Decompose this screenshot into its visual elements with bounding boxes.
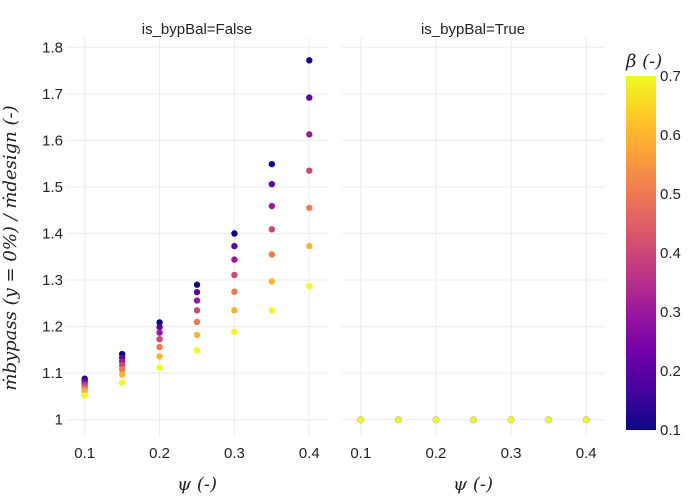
data-point xyxy=(156,343,163,351)
data-point xyxy=(268,202,276,210)
data-point xyxy=(268,307,276,314)
data-point xyxy=(394,416,402,424)
data-point xyxy=(118,371,126,378)
data-point xyxy=(231,242,238,250)
x-tick-label-right: 0.4 xyxy=(576,445,597,462)
data-point xyxy=(193,288,201,296)
data-point xyxy=(306,282,313,290)
x-axis-title-left: ψ (-) xyxy=(177,474,217,495)
x-tick-label-right: 0.3 xyxy=(501,445,522,462)
data-point xyxy=(306,131,313,138)
data-point xyxy=(156,323,163,331)
data-point xyxy=(357,416,365,424)
colorbar-title: β (-) xyxy=(625,51,662,72)
y-axis-ticks: 1 1.1 1.2 1.3 1.4 1.5 1.6 1.7 1.8 xyxy=(42,39,63,428)
data-point xyxy=(268,180,276,188)
data-point xyxy=(469,416,477,424)
data-point xyxy=(193,307,201,314)
colorbar-tick-label: 0.2 xyxy=(660,363,681,380)
data-point xyxy=(231,230,238,237)
facet-title-left: is_bypBal=False xyxy=(142,21,252,38)
y-tick-label: 1.5 xyxy=(42,179,63,196)
data-point xyxy=(306,204,313,212)
data-point xyxy=(545,416,553,424)
y-tick-label: 1.7 xyxy=(42,86,63,103)
data-point xyxy=(306,167,313,174)
points-left-panel xyxy=(81,57,313,399)
data-point xyxy=(118,366,126,373)
data-point xyxy=(156,329,163,336)
y-tick-label: 1.6 xyxy=(42,132,63,149)
data-point xyxy=(268,226,276,233)
colorbar-tick-label: 0.3 xyxy=(660,304,681,321)
data-point xyxy=(231,256,238,263)
data-point xyxy=(193,281,201,288)
x-tick-label-left: 0.1 xyxy=(74,445,95,462)
data-point xyxy=(231,307,238,314)
y-tick-label: 1.1 xyxy=(42,365,63,382)
data-point xyxy=(118,379,126,386)
data-point xyxy=(306,57,313,64)
data-point xyxy=(306,242,313,250)
data-point xyxy=(268,278,276,285)
x-axis-ticks: 0.1 0.2 0.3 0.4 0.1 0.2 0.3 0.4 xyxy=(74,445,596,462)
x-tick-label-right: 0.2 xyxy=(425,445,446,462)
colorbar-ticks: 0.1 0.2 0.3 0.4 0.5 0.6 0.7 xyxy=(660,68,681,439)
data-point xyxy=(156,319,163,326)
data-point xyxy=(268,251,276,258)
colorbar-tick-label: 0.4 xyxy=(660,245,681,262)
y-axis-title: ṁbypass (y = 0%) / ṁdesign (-) xyxy=(0,105,21,390)
colorbar-tick-label: 0.1 xyxy=(660,422,681,439)
colorbar-tick-label: 0.6 xyxy=(660,127,681,144)
data-point xyxy=(193,331,201,339)
data-point xyxy=(81,392,88,399)
x-tick-label-left: 0.3 xyxy=(224,445,245,462)
data-point xyxy=(231,271,238,279)
y-tick-label: 1.4 xyxy=(42,226,63,243)
data-point xyxy=(268,160,276,168)
data-point xyxy=(156,335,163,343)
data-point xyxy=(231,288,238,295)
x-tick-label-left: 0.2 xyxy=(149,445,170,462)
grid-right-panel xyxy=(342,38,605,436)
data-point xyxy=(306,94,313,101)
x-tick-label-right: 0.1 xyxy=(350,445,371,462)
data-point xyxy=(193,318,201,326)
colorbar-tick-label: 0.5 xyxy=(660,186,681,203)
data-point xyxy=(582,416,590,424)
data-point xyxy=(156,364,163,371)
points-right-panel xyxy=(357,416,590,424)
data-point xyxy=(193,347,201,354)
facet-title-right: is_bypBal=True xyxy=(421,21,525,38)
x-tick-label-left: 0.4 xyxy=(299,445,320,462)
colorbar xyxy=(626,76,656,430)
colorbar-tick-label: 0.7 xyxy=(660,68,681,85)
data-point xyxy=(507,416,515,424)
y-tick-label: 1.2 xyxy=(42,319,63,336)
data-point xyxy=(432,416,440,424)
grid-left-panel xyxy=(66,38,328,436)
y-tick-label: 1.8 xyxy=(42,39,63,56)
data-point xyxy=(156,353,163,360)
x-axis-title-right: ψ (-) xyxy=(453,474,493,495)
y-tick-label: 1 xyxy=(55,412,63,429)
data-point xyxy=(231,328,238,335)
data-point xyxy=(193,297,201,304)
y-tick-label: 1.3 xyxy=(42,272,63,289)
